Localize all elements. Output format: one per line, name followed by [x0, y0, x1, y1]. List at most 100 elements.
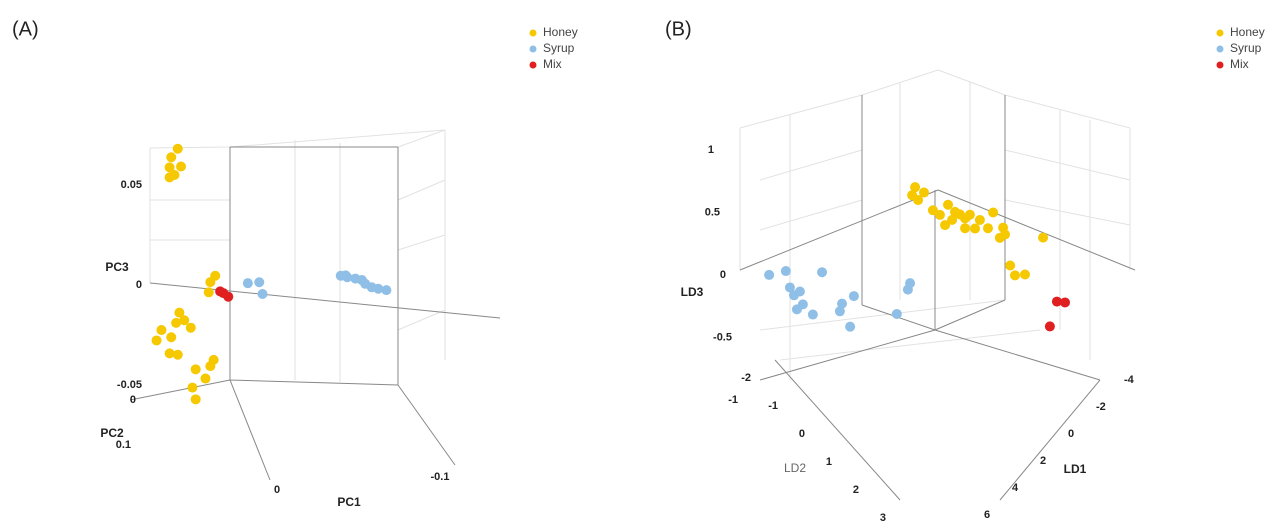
point	[203, 287, 214, 298]
legend-swatch	[529, 61, 537, 69]
legend-label: Mix	[543, 57, 562, 71]
point	[837, 298, 848, 309]
x-tick-label: -0.1	[431, 471, 450, 483]
point	[179, 315, 190, 326]
point	[1019, 269, 1030, 280]
legend-swatch	[529, 29, 537, 37]
point	[242, 278, 253, 289]
x-tick-label: 6	[984, 509, 990, 521]
point	[919, 187, 929, 198]
z-tick-label: -0.05	[117, 379, 142, 391]
y-tick-label: 2	[853, 484, 859, 496]
panel-label: (A)	[12, 18, 39, 40]
point	[1009, 270, 1020, 281]
z-tick-label: 0.5	[705, 206, 720, 218]
z-axis-title: LD3	[681, 285, 704, 299]
point	[934, 209, 945, 220]
point	[845, 321, 856, 332]
point	[970, 223, 981, 234]
z-tick-label: 1	[708, 144, 714, 156]
point	[164, 162, 175, 173]
z-tick-label: -0.5	[713, 331, 732, 343]
z-tick-label: 0.05	[121, 179, 142, 191]
point	[166, 152, 177, 163]
point	[848, 291, 859, 302]
point	[943, 199, 954, 210]
x-tick-label: -2	[1096, 401, 1106, 413]
x-tick-label: -4	[1124, 374, 1135, 386]
x-tick-label: 0	[1068, 428, 1074, 440]
grid-lines	[739, 69, 1131, 380]
legend-swatch	[1216, 45, 1224, 53]
point	[164, 172, 175, 183]
y-tick-label: 3	[880, 512, 886, 524]
point	[205, 361, 216, 372]
point	[960, 223, 971, 234]
point	[988, 207, 999, 218]
x-axis-title: PC1	[337, 495, 361, 509]
point	[257, 288, 268, 299]
legend-label: Honey	[1230, 25, 1265, 39]
legend-label: Syrup	[1230, 41, 1262, 55]
point	[185, 322, 196, 333]
point	[910, 182, 921, 193]
point	[891, 308, 902, 319]
y-axis-title: LD2	[784, 461, 806, 475]
y-tick-label: 0	[799, 428, 805, 440]
legend-swatch	[529, 45, 537, 53]
point	[834, 306, 845, 317]
legend-label: Mix	[1230, 57, 1249, 71]
z-tick-label: 0	[136, 279, 142, 291]
point	[764, 269, 775, 280]
point	[791, 304, 802, 315]
box-b	[739, 69, 1136, 501]
point	[1000, 229, 1010, 240]
z-tick-label: -1	[728, 394, 738, 406]
x-tick-label: 4	[1012, 482, 1019, 494]
point	[913, 195, 924, 206]
y-tick-label: 0	[130, 394, 136, 406]
point	[176, 161, 187, 172]
legend-label: Syrup	[543, 41, 575, 55]
point	[172, 143, 183, 154]
point	[788, 290, 799, 301]
point	[151, 335, 162, 346]
point	[817, 267, 828, 278]
y-tick-label: -2	[741, 372, 751, 384]
point	[187, 382, 198, 393]
point	[156, 325, 167, 336]
point	[1038, 232, 1049, 243]
point	[171, 317, 182, 328]
x-tick-label: 2	[1040, 455, 1046, 467]
point	[200, 373, 211, 384]
point	[927, 205, 938, 216]
x-axis-title: LD1	[1064, 462, 1087, 476]
point	[190, 364, 201, 375]
point	[974, 214, 985, 225]
y-tick-label: -1	[768, 400, 778, 412]
point	[381, 285, 392, 296]
point	[1005, 260, 1016, 271]
point	[1044, 321, 1055, 332]
axis-box	[129, 146, 501, 481]
point	[780, 266, 791, 277]
point	[342, 272, 353, 283]
box-a	[129, 129, 501, 481]
point	[166, 332, 177, 343]
legend-label: Honey	[543, 25, 578, 39]
z-axis-title: PC3	[105, 260, 129, 274]
z-tick-label: 0	[720, 269, 726, 281]
legend-swatch	[1216, 61, 1224, 69]
point	[982, 223, 993, 234]
legend-swatch	[1216, 29, 1224, 37]
x-tick-label: 0	[274, 484, 280, 496]
y-tick-label: 1	[826, 456, 832, 468]
grid-lines	[149, 129, 446, 382]
point	[940, 220, 951, 231]
point	[373, 283, 384, 294]
point	[947, 214, 958, 225]
point	[902, 284, 913, 295]
point	[223, 291, 234, 302]
point	[190, 394, 201, 405]
